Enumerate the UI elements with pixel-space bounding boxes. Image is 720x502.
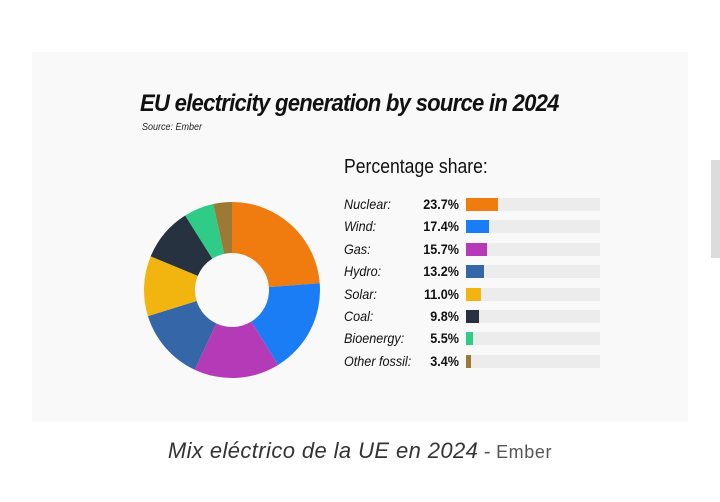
donut-slice-otherfossil <box>213 202 232 254</box>
caption-text: Mix eléctrico de la UE en 2024 <box>167 438 479 463</box>
donut-chart <box>144 202 320 378</box>
bar-track-hydro <box>466 265 600 279</box>
legend-label-bioenergy: Bioenergy: <box>344 330 405 347</box>
bar-track-nuclear <box>466 198 600 211</box>
bar-fill-coal <box>466 310 480 323</box>
donut-slice-solar <box>144 256 198 317</box>
legend-label-solar: Solar: <box>344 285 377 302</box>
legend-value-hydro: 13.2% <box>423 263 459 280</box>
scrollbar[interactable] <box>711 160 720 258</box>
legend-value-bioenergy: 5.5% <box>430 330 459 347</box>
caption-credit: Ember <box>496 442 553 462</box>
bar-fill-otherfossil <box>466 354 471 368</box>
bar-track-otherfossil <box>466 354 600 368</box>
bar-fill-bioenergy <box>466 332 474 346</box>
chart-source: Source: Ember <box>142 122 203 133</box>
legend-label-gas: Gas: <box>344 240 371 257</box>
bar-track-gas <box>466 242 600 256</box>
bar-fill-nuclear <box>466 198 498 211</box>
bar-fill-wind <box>466 220 490 234</box>
legend-heading: Percentage share: <box>344 156 488 178</box>
legend-value-otherfossil: 3.4% <box>430 352 459 369</box>
legend-label-nuclear: Nuclear: <box>344 196 391 212</box>
bar-track-solar <box>466 287 600 301</box>
legend-label-hydro: Hydro: <box>344 263 382 280</box>
legend-label-wind: Wind: <box>344 218 377 235</box>
chart-title: EU electricity generation by source in 2… <box>140 90 559 117</box>
bar-fill-hydro <box>466 265 484 279</box>
legend-value-gas: 15.7% <box>423 240 459 257</box>
donut-slice-coal <box>150 215 213 276</box>
donut-slice-bioenergy <box>185 204 225 259</box>
caption-separator: - <box>478 441 497 463</box>
bar-track-bioenergy <box>466 332 600 346</box>
bar-track-wind <box>466 220 600 234</box>
legend-value-nuclear: 23.7% <box>423 196 459 212</box>
chart-card: EU electricity generation by source in 2… <box>32 52 688 422</box>
donut-slice-nuclear <box>232 202 320 288</box>
legend-label-coal: Coal: <box>344 308 374 324</box>
legend-value-wind: 17.4% <box>423 218 459 235</box>
legend-value-coal: 9.8% <box>430 308 459 324</box>
legend-value-solar: 11.0% <box>423 285 459 302</box>
bar-fill-solar <box>466 287 481 301</box>
donut-slice-gas <box>194 321 279 378</box>
bar-fill-gas <box>466 242 488 256</box>
image-caption: Mix eléctrico de la UE en 2024 - Ember <box>0 438 720 464</box>
legend-label-otherfossil: Other fossil: <box>344 352 412 369</box>
bar-track-coal <box>466 310 600 323</box>
donut-slice-wind <box>251 283 320 365</box>
donut-slice-hydro <box>147 300 217 370</box>
